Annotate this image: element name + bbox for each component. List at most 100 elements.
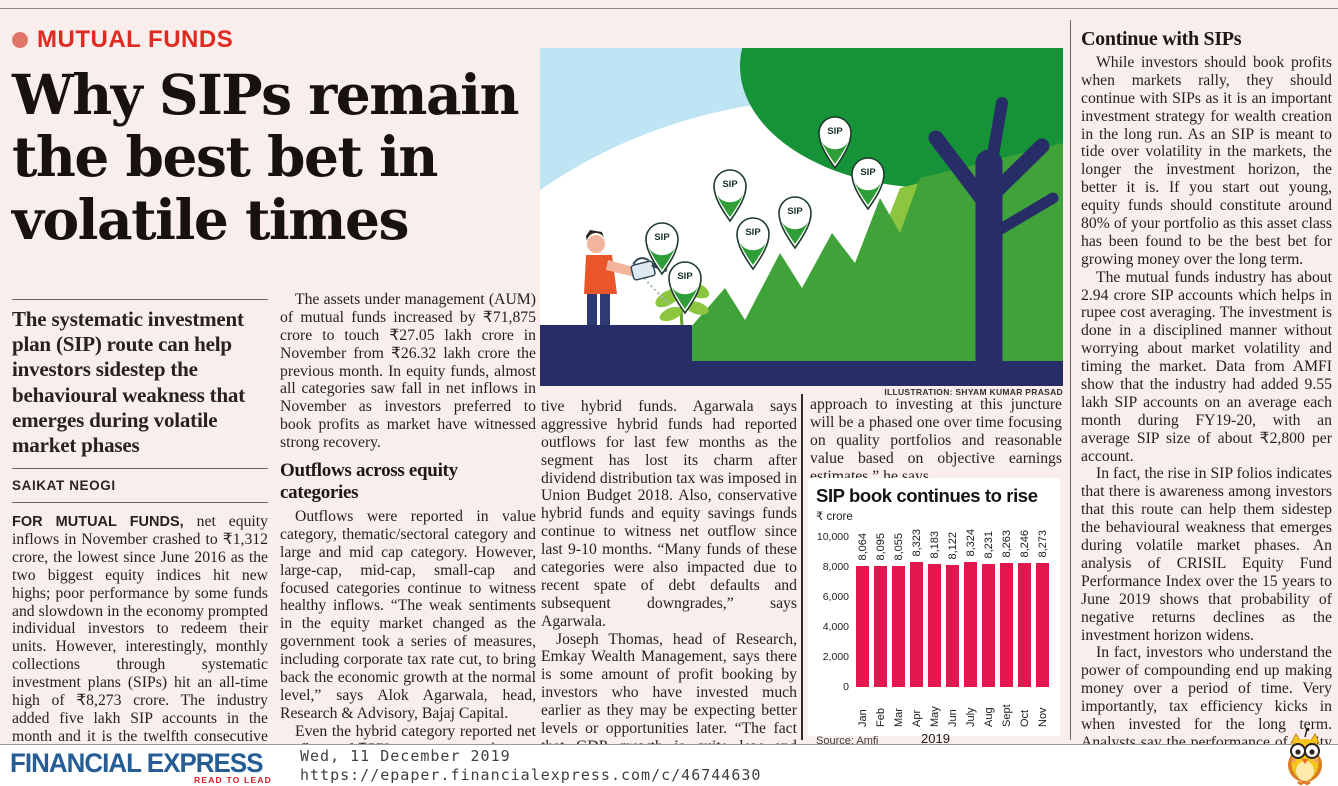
bar bbox=[1036, 563, 1049, 687]
sip-pin-label: SIP bbox=[787, 206, 803, 217]
bar bbox=[874, 566, 887, 687]
bar-value-label: 8,055 bbox=[893, 533, 905, 561]
sip-pin-label: SIP bbox=[677, 271, 693, 282]
subheading: Continue with SIPs bbox=[1081, 28, 1242, 50]
bar bbox=[946, 565, 959, 687]
chart-bar-slot: 8,122 Jun bbox=[944, 532, 962, 727]
bar-month-label: Jan bbox=[857, 709, 869, 727]
tree bbox=[928, 97, 1059, 386]
article-headline: Why SIPs remain the best bet in volatile… bbox=[12, 62, 519, 252]
sip-pin: SIP bbox=[645, 222, 679, 276]
chart-x-axis-label: 2019 bbox=[921, 731, 950, 746]
paragraph: approach to investing at this juncture w… bbox=[810, 396, 1062, 485]
chart-unit: ₹ crore bbox=[816, 511, 853, 523]
headline-block: MUTUAL FUNDS Why SIPs remain the best be… bbox=[12, 26, 534, 251]
bar-month-label: Oct bbox=[1019, 709, 1031, 727]
column-rule bbox=[1070, 20, 1071, 740]
bar-value-label: 8,183 bbox=[929, 531, 941, 559]
bar-month-label: Sept bbox=[1001, 704, 1013, 727]
bar-month-label: May bbox=[929, 706, 941, 727]
bar-month-label: July bbox=[965, 707, 977, 727]
paragraph: tive hybrid funds. Agarwala says aggress… bbox=[541, 398, 797, 630]
column-1: The systematic investment plan (SIP) rou… bbox=[12, 299, 268, 781]
bar-value-label: 8,273 bbox=[1037, 530, 1049, 558]
chart-bar-slot: 8,183 May bbox=[926, 531, 944, 727]
column-3: tive hybrid funds. Agarwala says aggress… bbox=[541, 398, 797, 786]
y-tick: 8,000 bbox=[822, 561, 849, 573]
chart-bar-slot: 8,064 Jan bbox=[854, 533, 872, 727]
bar bbox=[1000, 563, 1013, 687]
lead-in: FOR MUTUAL FUNDS, bbox=[12, 514, 184, 531]
chart-bar-slot: 8,273 Nov bbox=[1034, 530, 1052, 727]
footer-meta: Wed, 11 December 2019 https://epaper.fin… bbox=[300, 747, 761, 785]
chart-plot: 10,000 8,000 6,000 4,000 2,000 0 8,064 Ja… bbox=[816, 529, 1054, 727]
sip-pin: SIP bbox=[851, 157, 885, 211]
chart-title: SIP book continues to rise bbox=[816, 485, 1038, 506]
logo-tagline: READ TO LEAD bbox=[194, 775, 272, 785]
bar-month-label: Feb bbox=[875, 708, 887, 727]
sip-growth-illustration: SIP SIP SIP SIP SIP bbox=[540, 48, 1063, 386]
paragraph: The assets under management (AUM) of mut… bbox=[280, 291, 536, 452]
leg bbox=[600, 294, 610, 325]
bar bbox=[928, 564, 941, 687]
bar bbox=[982, 564, 995, 687]
right-column: Continue with SIPs While investors shoul… bbox=[1081, 28, 1332, 786]
arm bbox=[606, 260, 637, 277]
sip-pin-label: SIP bbox=[745, 227, 761, 238]
sip-pin-label: SIP bbox=[722, 179, 738, 190]
paragraph: The mutual funds industry has about 2.94… bbox=[1081, 268, 1332, 465]
sip-pin: SIP bbox=[818, 116, 852, 170]
y-tick: 4,000 bbox=[822, 621, 849, 633]
section-label: MUTUAL FUNDS bbox=[37, 26, 234, 53]
rule bbox=[12, 468, 268, 470]
bar-value-label: 8,323 bbox=[911, 529, 923, 557]
sip-book-chart: SIP book continues to rise ₹ crore 10,00… bbox=[808, 478, 1060, 747]
column-4: approach to investing at this juncture w… bbox=[810, 396, 1062, 485]
bar-value-label: 8,095 bbox=[875, 533, 887, 561]
byline: SAIKAT NEOGI bbox=[12, 478, 116, 494]
shirt bbox=[584, 255, 617, 294]
rule bbox=[12, 299, 268, 300]
bar-value-label: 8,231 bbox=[983, 531, 995, 559]
bar bbox=[910, 562, 923, 687]
sip-pin: SIP bbox=[736, 217, 770, 271]
paragraph: Outflows were reported in value category… bbox=[280, 508, 536, 722]
subheading: Outflows across equity categories bbox=[280, 460, 458, 504]
sip-pin-label: SIP bbox=[860, 167, 876, 178]
section-kicker: MUTUAL FUNDS bbox=[12, 26, 534, 54]
column-rule bbox=[801, 394, 803, 740]
bar-value-label: 8,122 bbox=[947, 532, 959, 560]
bar bbox=[964, 562, 977, 687]
paragraph-text: net equity inflows in November crashed t… bbox=[12, 513, 268, 780]
chart-bar-slot: 8,055 Mar bbox=[890, 533, 908, 727]
chart-y-axis: 10,000 8,000 6,000 4,000 2,000 0 bbox=[816, 531, 852, 693]
bar-month-label: Jun bbox=[947, 709, 959, 727]
bar-month-label: Apr bbox=[911, 709, 923, 727]
chart-bar-slot: 8,095 Feb bbox=[872, 533, 890, 727]
owl-mascot-icon bbox=[1288, 727, 1322, 785]
chart-bar-slot: 8,323 Apr bbox=[908, 529, 926, 727]
sip-pin-label: SIP bbox=[654, 232, 670, 243]
illustration-credit: ILLUSTRATION: SHYAM KUMAR PRASAD bbox=[884, 387, 1063, 397]
sip-pin-label: SIP bbox=[827, 126, 843, 137]
sip-pin: SIP bbox=[668, 261, 702, 315]
chart-bars: 8,064 Jan 8,095 Feb 8,055 Mar 8,323 Apr 8,18… bbox=[854, 529, 1052, 727]
y-tick: 2,000 bbox=[822, 651, 849, 663]
bar-month-label: Aug bbox=[983, 707, 995, 727]
rule bbox=[12, 502, 268, 504]
sip-pin: SIP bbox=[778, 196, 812, 250]
sip-pins: SIP SIP SIP SIP SIP bbox=[645, 116, 885, 315]
bar-value-label: 8,246 bbox=[1019, 530, 1031, 558]
footer-url[interactable]: https://epaper.financialexpress.com/c/46… bbox=[300, 765, 762, 784]
section-dot-icon bbox=[12, 32, 28, 48]
column-2: The assets under management (AUM) of mut… bbox=[280, 291, 536, 786]
y-tick: 10,000 bbox=[816, 531, 849, 543]
bar bbox=[1018, 563, 1031, 687]
bar bbox=[856, 566, 869, 687]
paragraph: While investors should book profits when… bbox=[1081, 54, 1332, 268]
logo-wordmark: FINANCIAL EXPRESS bbox=[10, 748, 263, 778]
chart-bar-slot: 8,246 Oct bbox=[1016, 530, 1034, 727]
chart-bar-slot: 8,231 Aug bbox=[980, 531, 998, 727]
person-watering bbox=[584, 230, 671, 325]
